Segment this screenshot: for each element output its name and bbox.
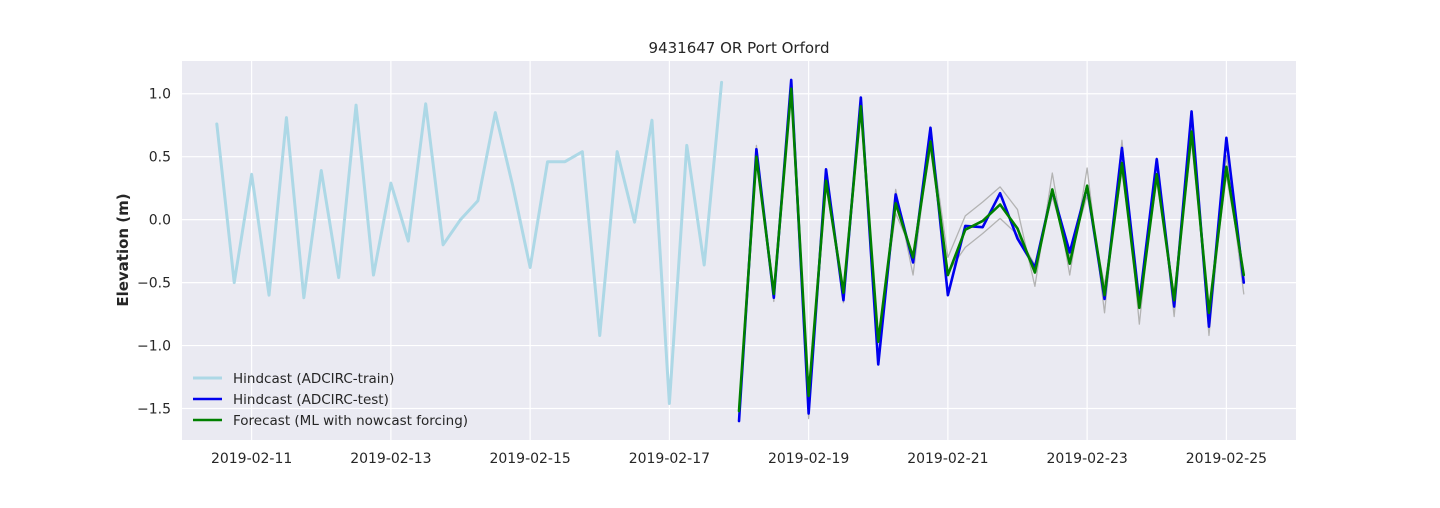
- x-tick-label: 2019-02-17: [629, 451, 710, 467]
- y-tick-label: 1.0: [149, 87, 171, 103]
- x-tick-label: 2019-02-19: [768, 451, 849, 467]
- x-axis-tick-labels: 2019-02-11 2019-02-13 2019-02-15 2019-02-17…: [211, 451, 1267, 467]
- y-tick-label: −1.0: [137, 339, 171, 355]
- x-tick-label: 2019-02-11: [211, 451, 292, 467]
- x-tick-label: 2019-02-13: [350, 451, 431, 467]
- y-tick-label: 0.5: [149, 150, 171, 166]
- x-tick-label: 2019-02-23: [1046, 451, 1127, 467]
- series-lines: [215, 78, 1246, 423]
- legend: Hindcast (ADCIRC-train) Hindcast (ADCIRC-…: [193, 371, 468, 429]
- legend-entry-label: Hindcast (ADCIRC-train): [233, 371, 394, 387]
- y-tick-label: −0.5: [137, 276, 171, 292]
- y-axis-label: Elevation (m): [114, 193, 132, 306]
- legend-entry-label: Hindcast (ADCIRC-test): [233, 392, 389, 408]
- x-tick-label: 2019-02-21: [907, 451, 988, 467]
- series-line-forecast-ml-with-nowcast-forcing: [737, 87, 1246, 413]
- y-axis-tick-labels: 1.0 0.5 0.0 −0.5 −1.0 −1.5: [137, 87, 171, 418]
- chart-title: 9431647 OR Port Orford: [649, 39, 830, 57]
- legend-entry-label: Forecast (ML with nowcast forcing): [233, 413, 468, 429]
- series-line-hindcast-adcirc-train: [215, 80, 724, 405]
- x-tick-label: 2019-02-25: [1186, 451, 1267, 467]
- y-tick-label: −1.5: [137, 402, 171, 418]
- y-tick-label: 0.0: [149, 213, 171, 229]
- x-tick-label: 2019-02-15: [489, 451, 570, 467]
